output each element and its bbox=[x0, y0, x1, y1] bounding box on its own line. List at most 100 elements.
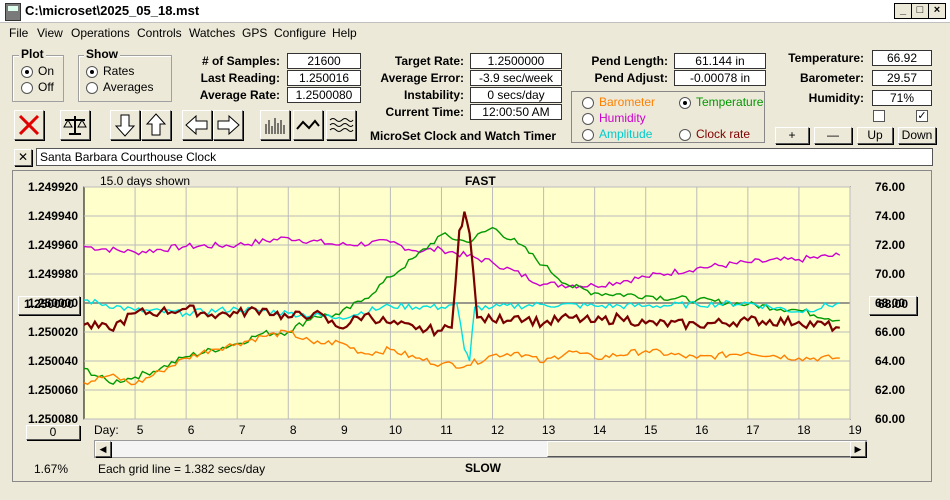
red-x-icon bbox=[18, 114, 40, 136]
plot-on-label: On bbox=[38, 64, 55, 78]
y-right-tick-label: 74.00 bbox=[875, 209, 905, 223]
last-reading-label: Last Reading: bbox=[200, 71, 280, 85]
menu-help[interactable]: Help bbox=[332, 26, 357, 40]
average-rate-label: Average Rate: bbox=[199, 88, 280, 102]
samples-value: 21600 bbox=[287, 53, 361, 69]
right-arrow-button[interactable] bbox=[213, 110, 243, 140]
down-arrow-button[interactable] bbox=[110, 110, 140, 140]
show-group bbox=[78, 55, 172, 102]
zero-button[interactable]: 0 bbox=[26, 425, 80, 440]
x-tick-label: 13 bbox=[542, 423, 556, 437]
line-chart-icon bbox=[296, 119, 320, 130]
instability-value: 0 secs/day bbox=[470, 87, 562, 103]
barometer-label: Barometer: bbox=[799, 71, 864, 85]
plot-on-radio[interactable] bbox=[21, 66, 33, 78]
y-right-tick-label: 68.00 bbox=[875, 296, 905, 310]
x-tick-label: 10 bbox=[389, 423, 403, 437]
menu-file[interactable]: File bbox=[9, 26, 29, 40]
series-line bbox=[83, 329, 840, 386]
series-clock-rate-radio[interactable] bbox=[679, 129, 691, 141]
show-averages-radio[interactable] bbox=[86, 82, 98, 94]
reference-rate-button[interactable]: 1.250000 bbox=[18, 296, 80, 315]
close-window-button[interactable]: × bbox=[928, 3, 946, 19]
menu-operations[interactable]: Operations bbox=[71, 26, 130, 40]
env-down-button[interactable]: Down bbox=[898, 127, 936, 144]
menu-view[interactable]: View bbox=[37, 26, 63, 40]
env-checkbox-2[interactable]: ✓ bbox=[916, 110, 928, 122]
title-bar: C:\microset\2025_05_18.mst _ □ × bbox=[0, 0, 950, 23]
app-caption: MicroSet Clock and Watch Timer bbox=[370, 129, 557, 143]
scroll-right-button[interactable]: ▶ bbox=[850, 441, 866, 457]
series-line bbox=[83, 226, 840, 386]
humidity-value: 71% bbox=[872, 90, 932, 106]
scale-icon bbox=[63, 116, 87, 135]
clear-name-button[interactable]: ✕ bbox=[14, 149, 32, 166]
menu-watches[interactable]: Watches bbox=[189, 26, 236, 40]
pend-length-value: 61.144 in bbox=[674, 53, 766, 69]
up-arrow-button[interactable] bbox=[141, 110, 171, 140]
env-plus-button[interactable]: + bbox=[775, 127, 809, 144]
temperature-label: Temperature: bbox=[788, 51, 864, 65]
clear-button[interactable] bbox=[14, 110, 44, 140]
bar-view-button[interactable] bbox=[260, 110, 290, 140]
y-right-tick-label: 72.00 bbox=[875, 238, 905, 252]
wave-icon bbox=[329, 118, 354, 132]
series-humidity-label: Humidity bbox=[599, 111, 646, 125]
series-humidity-radio[interactable] bbox=[582, 113, 594, 125]
menu-configure[interactable]: Configure bbox=[274, 26, 327, 40]
x-tick-label: 11 bbox=[440, 423, 453, 437]
env-checkbox-1[interactable] bbox=[873, 110, 885, 122]
scroll-left-button[interactable]: ◀ bbox=[95, 441, 111, 457]
target-rate-label: Target Rate: bbox=[394, 54, 464, 68]
x-tick-label: 16 bbox=[695, 423, 709, 437]
x-tick-label: 15 bbox=[644, 423, 658, 437]
series-amplitude-label: Amplitude bbox=[599, 127, 653, 141]
y-right-tick-label: 76.00 bbox=[875, 180, 905, 194]
x-tick-label: 12 bbox=[491, 423, 505, 437]
pend-adjust-value: -0.00078 in bbox=[674, 70, 766, 86]
barometer-value: 29.57 bbox=[872, 70, 932, 86]
y-left-tick-label: 1.250040 bbox=[28, 354, 78, 368]
y-right-tick-label: 62.00 bbox=[875, 383, 905, 397]
x-tick-label: 7 bbox=[239, 423, 246, 437]
balance-button[interactable] bbox=[60, 110, 90, 140]
menu-gps[interactable]: GPS bbox=[242, 26, 268, 40]
series-barometer-label: Barometer bbox=[599, 95, 656, 109]
y-right-tick-label: 60.00 bbox=[875, 412, 905, 426]
series-temperature-radio[interactable] bbox=[679, 97, 691, 109]
y-left-tick-label: 1.250060 bbox=[28, 383, 78, 397]
calculator-app-icon[interactable] bbox=[5, 3, 21, 21]
samples-label: # of Samples: bbox=[201, 54, 280, 68]
series-temperature-label: Temperature bbox=[696, 95, 764, 109]
series-barometer-radio[interactable] bbox=[582, 97, 594, 109]
y-left-tick-label: 1.249980 bbox=[28, 267, 78, 281]
clock-name-input[interactable]: Santa Barbara Courthouse Clock bbox=[36, 148, 933, 166]
arrow-up-icon bbox=[145, 113, 167, 136]
plot-off-radio[interactable] bbox=[21, 82, 33, 94]
env-minus-button[interactable]: — bbox=[814, 127, 852, 144]
chart-frame bbox=[12, 170, 932, 482]
reference-temp-button[interactable]: 68.00 bbox=[869, 296, 917, 315]
day-axis-label: Day: bbox=[94, 423, 119, 437]
current-time-label: Current Time: bbox=[385, 105, 464, 119]
show-group-title: Show bbox=[84, 47, 120, 61]
y-left-tick-label: 1.250080 bbox=[28, 412, 78, 426]
days-shown-label: 15.0 days shown bbox=[100, 174, 191, 188]
average-error-value: -3.9 sec/week bbox=[470, 70, 562, 86]
show-rates-radio[interactable] bbox=[86, 66, 98, 78]
show-averages-label: Averages bbox=[103, 80, 154, 94]
wave-view-button[interactable] bbox=[326, 110, 356, 140]
series-amplitude-radio[interactable] bbox=[582, 129, 594, 141]
slow-label: SLOW bbox=[465, 461, 501, 475]
arrow-right-icon bbox=[217, 114, 240, 136]
pend-length-label: Pend Length: bbox=[591, 54, 668, 68]
left-arrow-button[interactable] bbox=[182, 110, 212, 140]
x-tick-label: 18 bbox=[797, 423, 811, 437]
target-rate-value[interactable]: 1.2500000 bbox=[470, 53, 562, 69]
menu-controls[interactable]: Controls bbox=[137, 26, 182, 40]
line-view-button[interactable] bbox=[293, 110, 323, 140]
arrow-down-icon bbox=[114, 114, 136, 137]
env-up-button[interactable]: Up bbox=[857, 127, 893, 144]
x-tick-label: 17 bbox=[746, 423, 760, 437]
